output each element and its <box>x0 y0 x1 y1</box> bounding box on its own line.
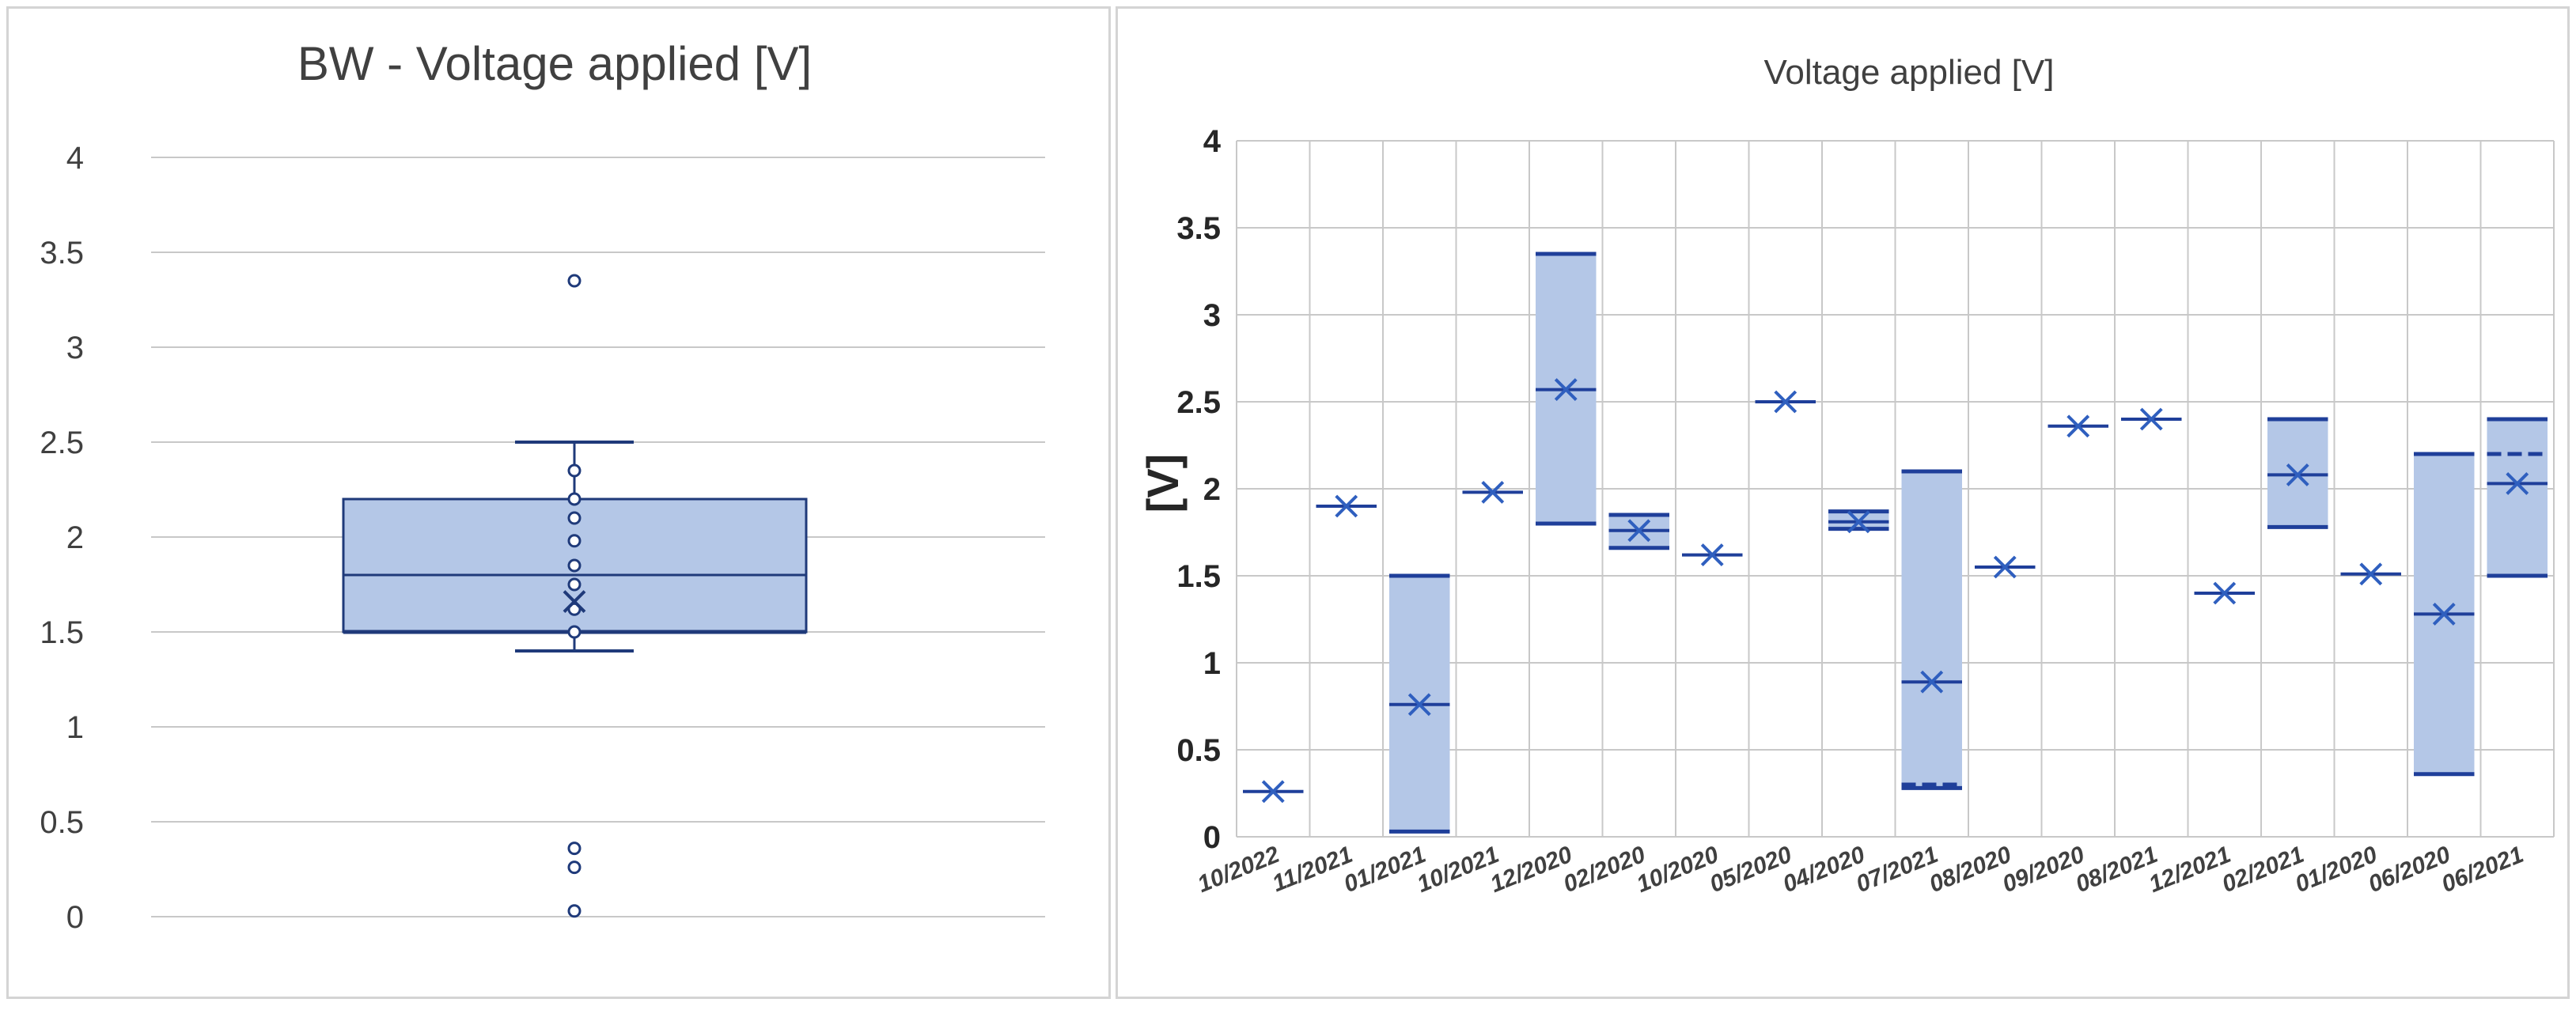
mean-marker-stroke <box>2066 414 2090 438</box>
data-point <box>567 463 581 478</box>
mean-marker <box>1993 555 2017 579</box>
data-point <box>567 511 581 525</box>
mean-marker <box>2359 562 2383 586</box>
x-tick-label: 02/2021 <box>2218 842 2308 898</box>
y-tick-label: 4 <box>66 141 84 176</box>
x-tick-label: 07/2021 <box>1852 842 1941 898</box>
data-point <box>567 558 581 573</box>
data-point <box>567 904 581 918</box>
mean-marker <box>1774 390 1798 414</box>
data-point <box>567 861 581 875</box>
y-tick-label: 3 <box>1203 298 1221 333</box>
mean-marker-stroke <box>563 590 586 614</box>
x-tick-label: 09/2020 <box>1998 842 2088 898</box>
mean-marker <box>2506 471 2529 495</box>
mean-marker-stroke <box>2286 463 2309 486</box>
mean-marker-stroke <box>1261 780 1285 804</box>
mean-marker-stroke <box>2213 581 2237 605</box>
mean-marker-stroke <box>1407 693 1431 717</box>
data-point <box>567 842 581 856</box>
mean-marker-stroke <box>1847 510 1870 534</box>
y-tick-label: 3.5 <box>40 236 84 270</box>
y-tick-label: 2 <box>1203 472 1221 507</box>
range-chart-panel: Voltage applied [V] [V] 0 0.5 1 1.5 2 2.5 3 3.5… <box>1116 6 2570 999</box>
y-tick-label: 0.5 <box>1176 733 1221 768</box>
data-point <box>567 625 581 639</box>
range-bar <box>2487 419 2548 576</box>
mean-marker-stroke <box>2139 407 2163 431</box>
mean-marker <box>2432 602 2456 626</box>
mean-marker <box>1700 543 1724 567</box>
mean-marker <box>1847 510 1870 534</box>
data-point <box>567 492 581 506</box>
mean-marker <box>2213 581 2237 605</box>
mean-marker-stroke <box>2506 471 2529 495</box>
x-tick-label: 06/2021 <box>2438 842 2527 898</box>
y-tick-label: 0 <box>1203 820 1221 855</box>
mean-marker <box>1407 693 1431 717</box>
x-tick-label: 01/2021 <box>1340 842 1430 898</box>
y-tick-label: 2.5 <box>40 426 84 460</box>
mean-marker-stroke <box>1993 555 2017 579</box>
x-tick-label: 12/2020 <box>1487 842 1576 898</box>
mean-marker-stroke <box>1627 519 1651 543</box>
x-tick-label: 10/2020 <box>1633 842 1722 898</box>
range-chart-title: Voltage applied [V] <box>1764 53 2055 92</box>
y-tick-label: 1 <box>1203 646 1221 681</box>
y-tick-label: 1.5 <box>1176 559 1221 594</box>
x-tick-label: 02/2020 <box>1559 842 1649 898</box>
data-point <box>567 274 581 288</box>
y-tick-label: 0 <box>66 900 84 935</box>
x-tick-label: 12/2021 <box>2145 842 2234 898</box>
mean-marker-stroke <box>1554 378 1578 402</box>
x-tick-label: 08/2021 <box>2072 842 2161 898</box>
mean-marker <box>2139 407 2163 431</box>
x-tick-label: 01/2020 <box>2291 842 2381 898</box>
data-point <box>567 534 581 548</box>
mean-marker <box>563 590 586 614</box>
mean-marker <box>1554 378 1578 402</box>
mean-marker <box>1335 494 1358 518</box>
mean-marker <box>1920 670 1944 694</box>
range-bar <box>1901 471 1962 789</box>
y-tick-label: 1.5 <box>40 615 84 650</box>
mean-marker <box>1627 519 1651 543</box>
box-plot-chart: BW - Voltage applied [V] 0 0.5 1 1.5 2 2.5 3 3.… <box>40 37 1045 935</box>
mean-marker-stroke <box>2432 602 2456 626</box>
y-tick-label: 3.5 <box>1176 211 1221 246</box>
x-tick-label: 04/2020 <box>1779 842 1869 898</box>
mean-marker <box>1481 480 1505 504</box>
x-tick-label: 10/2021 <box>1413 842 1502 898</box>
mean-marker-stroke <box>1920 670 1944 694</box>
x-tick-label: 05/2020 <box>1706 842 1795 898</box>
x-tick-label: 11/2021 <box>1269 842 1357 897</box>
y-tick-label: 2.5 <box>1176 385 1221 420</box>
y-tick-label: 1 <box>66 710 84 745</box>
x-tick-label: 06/2020 <box>2365 842 2454 898</box>
mean-marker <box>2286 463 2309 486</box>
mean-marker-stroke <box>1774 390 1798 414</box>
y-axis-label: [V] <box>1138 454 1188 513</box>
data-point <box>567 577 581 592</box>
y-tick-label: 3 <box>66 331 84 365</box>
y-tick-label: 4 <box>1203 124 1222 159</box>
range-chart: Voltage applied [V] [V] 0 0.5 1 1.5 2 2.5 3 3.5… <box>1138 53 2555 898</box>
x-tick-label: 08/2020 <box>1926 842 2015 898</box>
mean-marker-stroke <box>2359 562 2383 586</box>
mean-marker <box>2066 414 2090 438</box>
mean-marker-stroke <box>1700 543 1724 567</box>
box-plot-panel: BW - Voltage applied [V] 0 0.5 1 1.5 2 2.5 3 3.… <box>6 6 1111 999</box>
mean-marker <box>1261 780 1285 804</box>
box-plot-title: BW - Voltage applied [V] <box>297 37 812 90</box>
y-tick-label: 2 <box>66 520 84 555</box>
y-tick-label: 0.5 <box>40 805 84 840</box>
mean-marker-stroke <box>1481 480 1505 504</box>
mean-marker-stroke <box>1335 494 1358 518</box>
